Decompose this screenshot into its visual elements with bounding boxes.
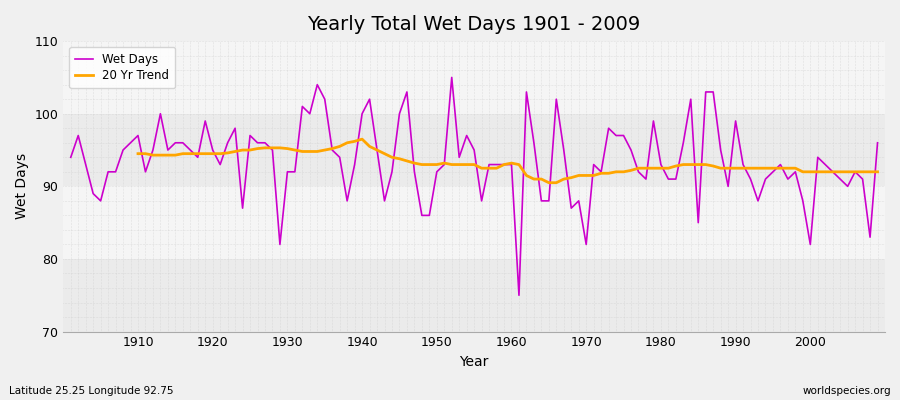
20 Yr Trend (356, 137, 367, 142)
Wet Days (66, 155, 77, 160)
Wet Days (872, 140, 883, 145)
20 Yr Trend (521, 173, 532, 178)
Bar (63, 114, 885, 186)
Wet Days (506, 162, 517, 167)
Wet Days (334, 155, 345, 160)
Wet Days (290, 170, 301, 174)
20 Yr Trend (827, 170, 838, 174)
X-axis label: Year: Year (460, 355, 489, 369)
Legend: Wet Days, 20 Yr Trend: Wet Days, 20 Yr Trend (69, 47, 176, 88)
Bar (63, 186, 885, 259)
20 Yr Trend (872, 170, 883, 174)
Y-axis label: Wet Days: Wet Days (15, 153, 29, 220)
Wet Days (521, 90, 532, 94)
Wet Days (514, 293, 525, 298)
Bar (63, 259, 885, 332)
20 Yr Trend (589, 173, 599, 178)
Line: Wet Days: Wet Days (71, 78, 878, 295)
20 Yr Trend (274, 146, 285, 150)
Wet Days (125, 140, 136, 145)
Text: worldspecies.org: worldspecies.org (803, 386, 891, 396)
Wet Days (446, 75, 457, 80)
Text: Latitude 25.25 Longitude 92.75: Latitude 25.25 Longitude 92.75 (9, 386, 174, 396)
20 Yr Trend (850, 170, 860, 174)
Line: 20 Yr Trend: 20 Yr Trend (138, 139, 878, 183)
Bar (63, 41, 885, 114)
20 Yr Trend (304, 149, 315, 154)
20 Yr Trend (132, 151, 143, 156)
Wet Days (611, 133, 622, 138)
Title: Yearly Total Wet Days 1901 - 2009: Yearly Total Wet Days 1901 - 2009 (308, 15, 641, 34)
20 Yr Trend (544, 180, 554, 185)
